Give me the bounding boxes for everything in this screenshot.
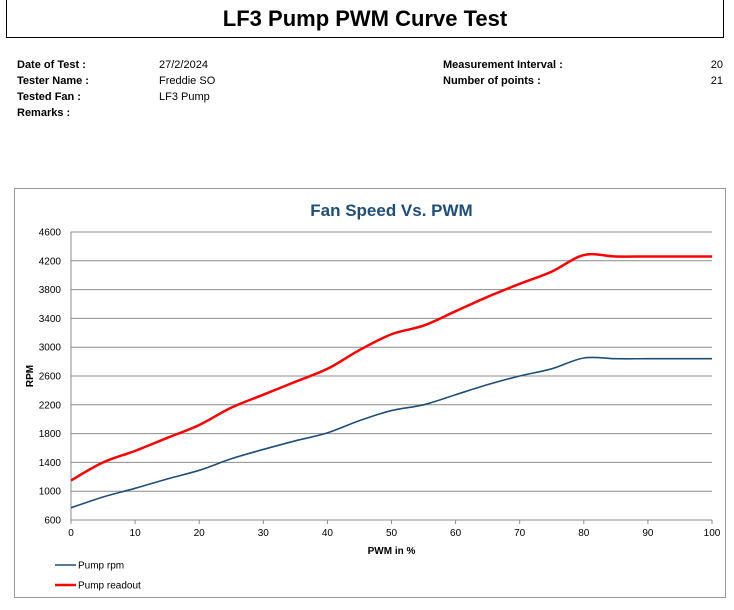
fan-speed-chart: Fan Speed Vs. PWM60010001400180022002600…: [25, 201, 721, 592]
series-line-pump-readout: [70, 252, 712, 482]
x-tick-label: 90: [642, 528, 654, 539]
interval-label: Measurement Interval :: [443, 59, 563, 71]
legend-label-pump-readout: Pump readout: [78, 581, 141, 592]
y-tick-label: 3800: [39, 285, 62, 296]
x-tick-label: 10: [130, 528, 142, 539]
x-tick-label: 70: [514, 528, 526, 539]
fan-label: Tested Fan :: [17, 91, 81, 103]
remarks-label: Remarks :: [17, 107, 71, 119]
tester-value: Freddie SO: [159, 75, 216, 87]
x-tick-label: 0: [68, 528, 74, 539]
y-axis-label: RPM: [25, 365, 36, 387]
y-tick-label: 2200: [39, 400, 62, 411]
report-title-box: LF3 Pump PWM Curve Test: [6, 0, 724, 38]
interval-value: 20: [710, 59, 723, 71]
tester-label: Tester Name :: [17, 75, 89, 87]
info-right-labels: Measurement Interval : Number of points …: [443, 57, 563, 89]
y-tick-label: 2600: [39, 372, 62, 383]
y-tick-label: 4600: [39, 228, 62, 239]
x-tick-label: 50: [386, 528, 398, 539]
date-label: Date of Test :: [17, 59, 86, 71]
fan-value: LF3 Pump: [159, 91, 210, 103]
chart-frame: Fan Speed Vs. PWM 600 1000 1400 1800 2200 2600…: [14, 188, 726, 598]
x-tick-label: 80: [578, 528, 590, 539]
chart-title: Fan Speed Vs. PWM: [310, 201, 472, 220]
x-tick-label: 30: [258, 528, 270, 539]
x-tick-label: 100: [704, 528, 721, 539]
points-value: 21: [710, 75, 723, 87]
y-tick-label: 1000: [39, 487, 62, 498]
y-tick-label: 4200: [39, 256, 62, 267]
legend-label-pump-rpm: Pump rpm: [78, 561, 124, 572]
y-tick-label: 3400: [39, 314, 62, 325]
report-title: LF3 Pump PWM Curve Test: [222, 5, 508, 31]
x-tick-label: 20: [194, 528, 206, 539]
info-left-values: 27/2/2024 Freddie SO LF3 Pump: [159, 57, 215, 105]
info-left-labels: Date of Test : Tester Name : Tested Fan …: [17, 57, 89, 121]
x-axis-label: PWM in %: [368, 546, 416, 557]
y-tick-label: 600: [44, 516, 61, 527]
x-tick-label: 60: [450, 528, 462, 539]
y-tick-label: 3000: [39, 343, 62, 354]
points-label: Number of points :: [443, 75, 541, 87]
y-tick-label: 1400: [39, 458, 62, 469]
info-right-values: 20 21: [650, 57, 723, 89]
series-line-pump-rpm: [70, 356, 712, 509]
date-value: 27/2/2024: [159, 59, 208, 71]
x-tick-label: 40: [322, 528, 334, 539]
y-tick-label: 1800: [39, 429, 62, 440]
